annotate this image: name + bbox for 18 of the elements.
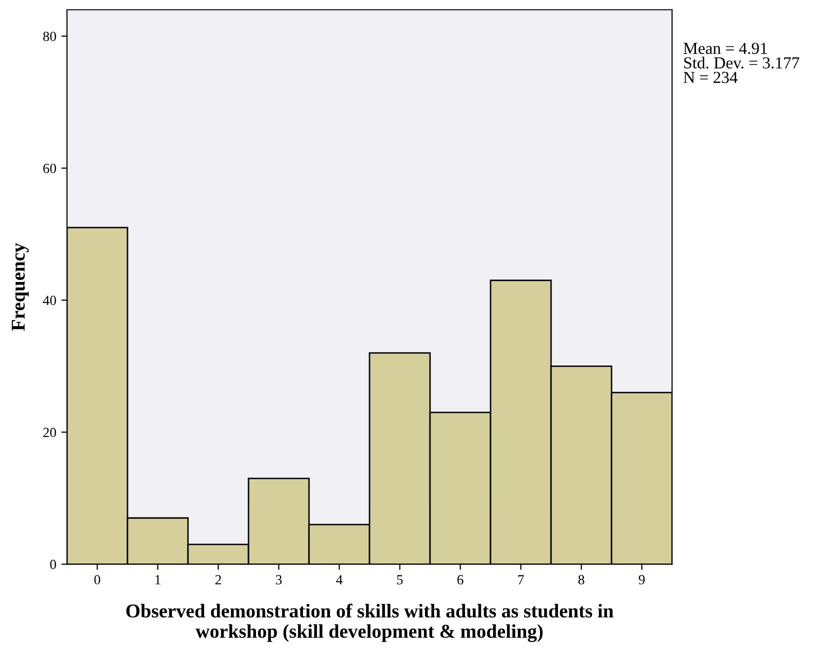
y-tick-label: 40 [42,296,56,306]
y-tick-label: 60 [43,164,56,174]
x-tick-label: 4 [336,575,343,584]
y-tick-label: 80 [43,32,56,42]
x-tick-label: 3 [276,575,282,584]
y-tick-label: 0 [50,560,56,570]
x-tick-label: 5 [397,575,403,584]
x-tick-label: 8 [578,575,584,584]
y-tick-label: 20 [43,428,56,438]
y-axis-title: Frequency [12,243,29,331]
x-tick-label: 6 [457,575,464,584]
x-tick-label: 7 [518,575,524,584]
x-tick-label: 2 [215,575,221,584]
x-tick-label: 9 [638,575,645,584]
x-tick-label: 1 [156,575,160,584]
x-tick-label: 0 [94,575,100,584]
x-axis-title: Observed demonstration of skills with adults as students in workshop (skill development & modeling) [126,604,614,642]
text: Mean = 4.91 Std. Dev. = 3.177 N = 234 [684,42,800,84]
